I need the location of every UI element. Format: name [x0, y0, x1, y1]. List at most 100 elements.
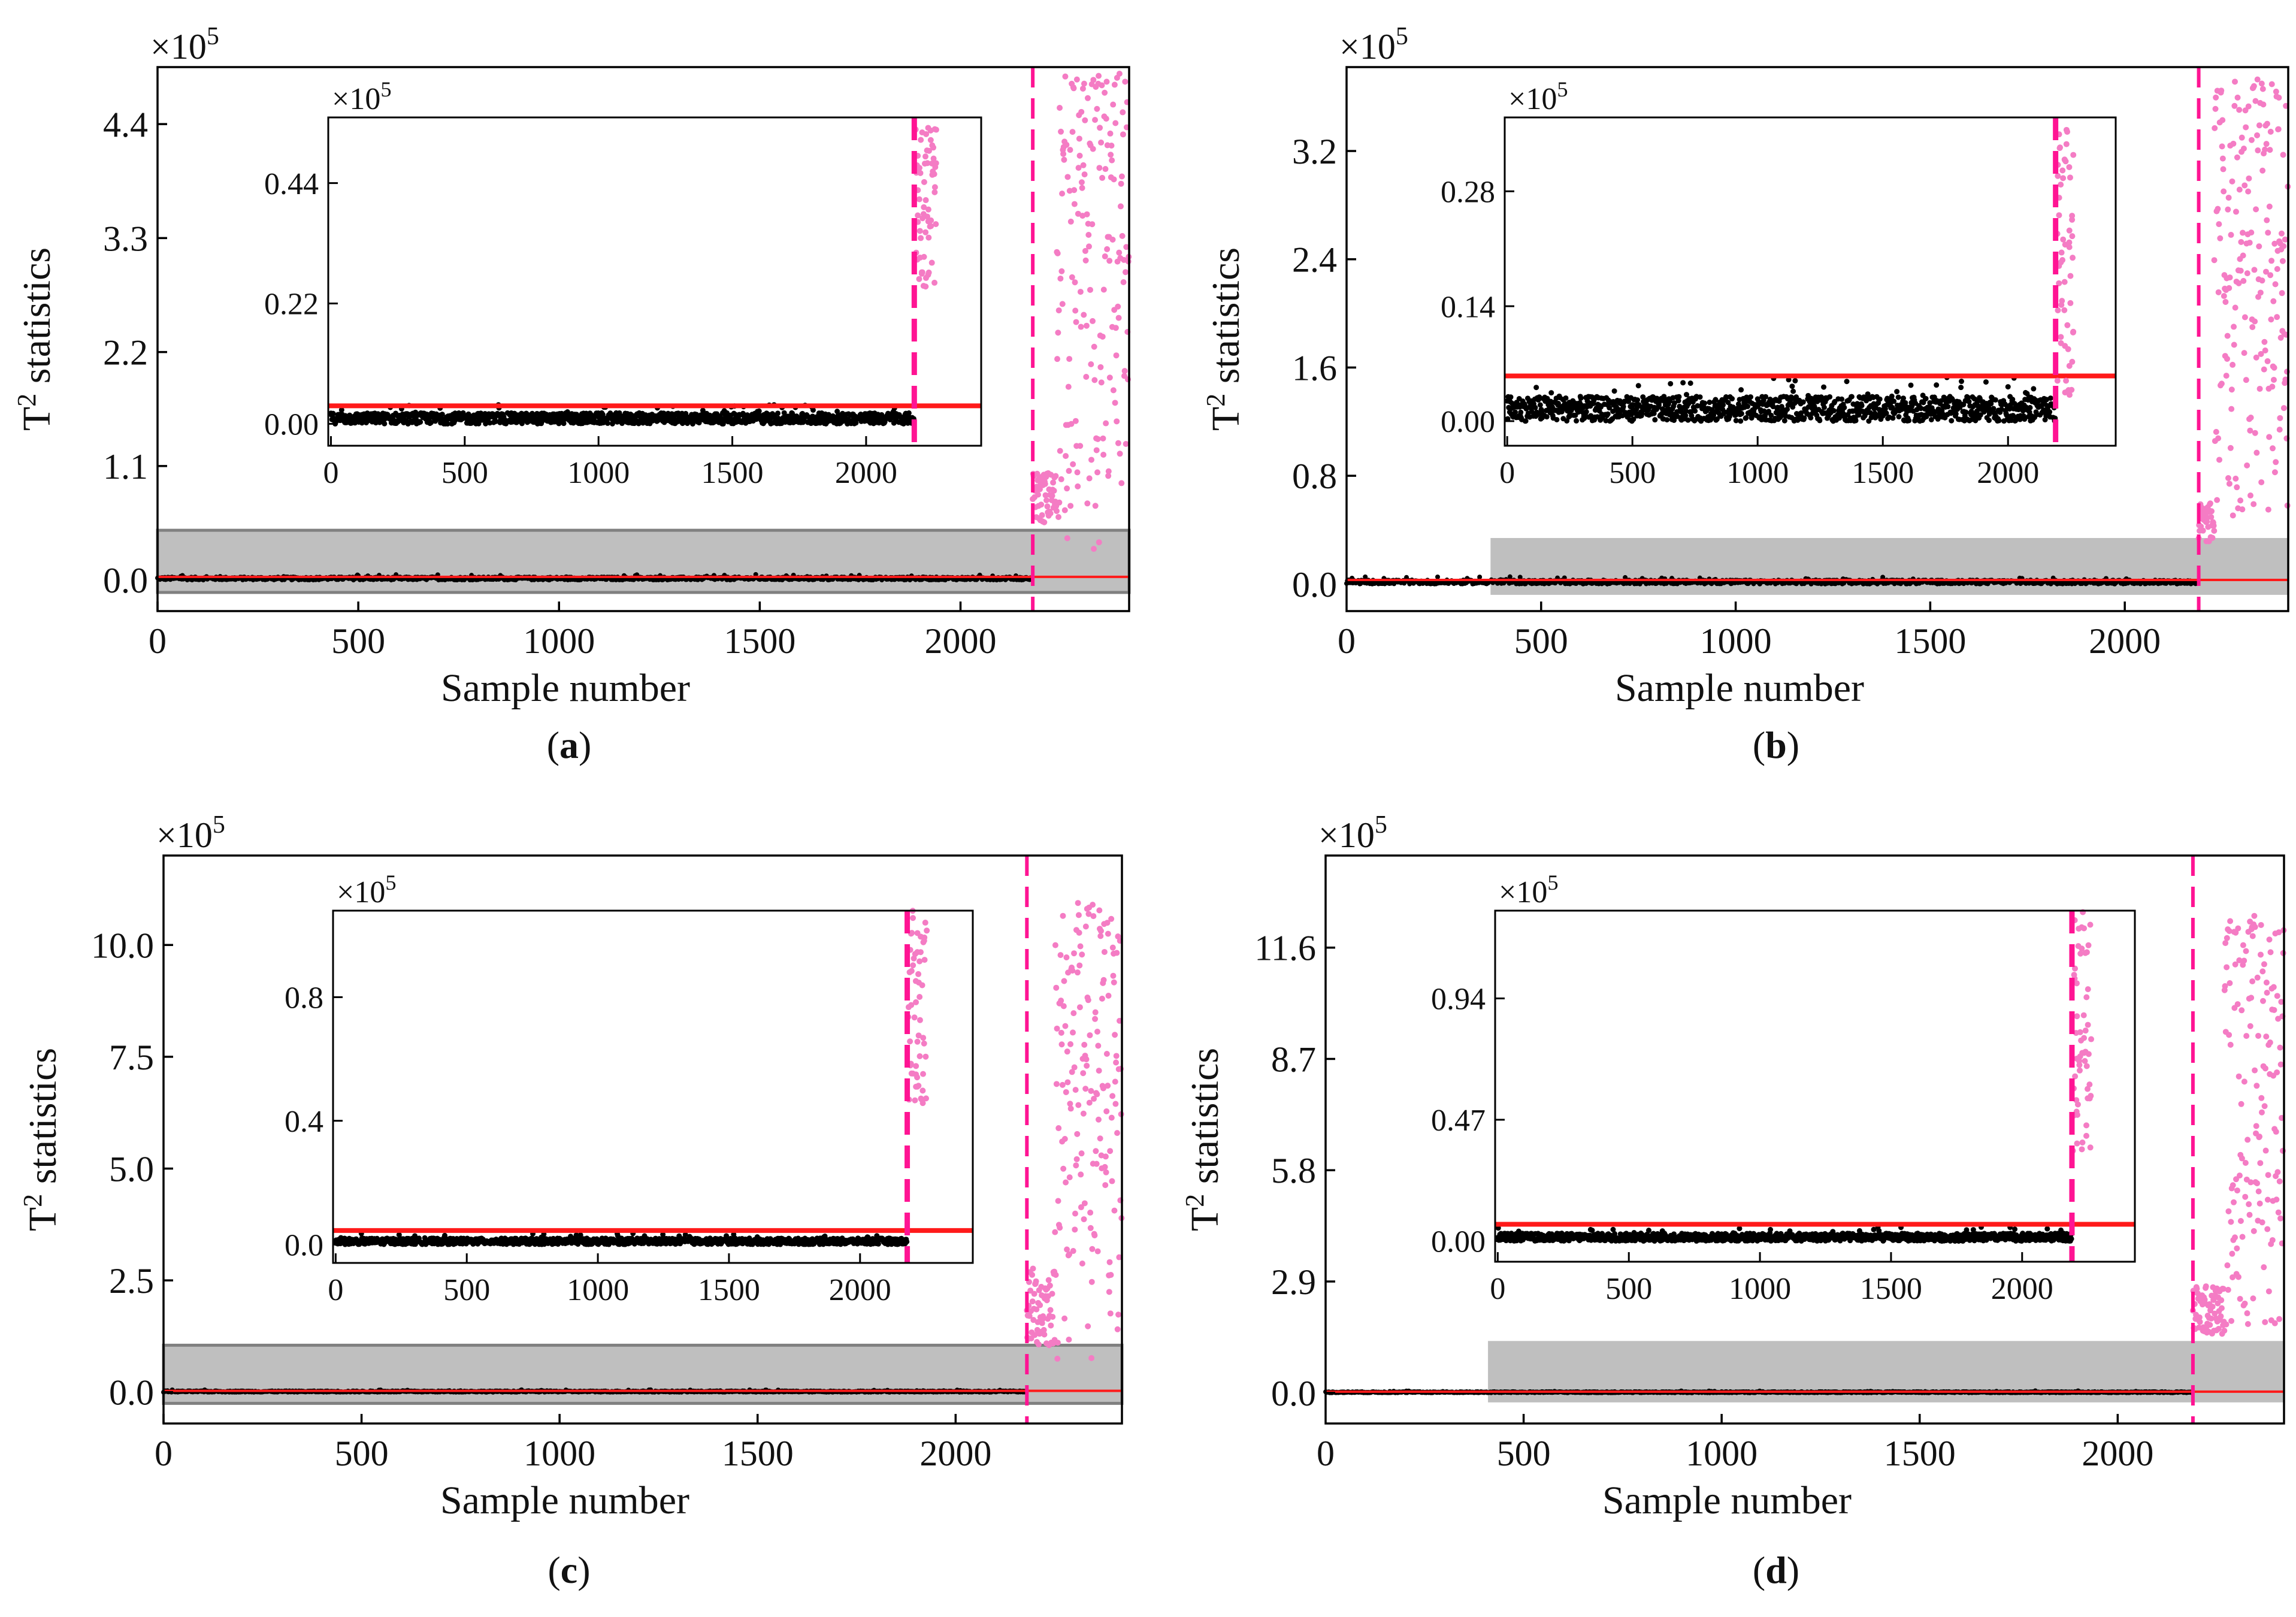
inset-normal-point — [604, 420, 610, 426]
fault-point — [2211, 257, 2218, 264]
fault-point — [1038, 501, 1045, 508]
inset-normal-point — [1996, 418, 2002, 424]
x-axis-label: Sample number — [1615, 666, 1864, 710]
fault-point — [2274, 314, 2280, 321]
fault-point — [2216, 457, 2223, 463]
inset-normal-point — [1743, 415, 1749, 421]
fault-point — [1116, 249, 1123, 256]
inset-normal-point — [1923, 395, 1929, 401]
fault-point — [1103, 420, 1109, 427]
fault-point — [2233, 208, 2239, 215]
inset-fault-point — [921, 253, 927, 260]
inset-normal-point — [1901, 395, 1907, 401]
x-tick-label: 1000 — [523, 621, 595, 661]
fault-point — [1064, 535, 1070, 542]
inset-fault-point — [916, 228, 923, 234]
fault-point — [2247, 414, 2254, 421]
fault-point — [1043, 497, 1049, 504]
fault-point — [2226, 480, 2233, 487]
fault-point — [1064, 485, 1070, 492]
fault-point — [1091, 343, 1097, 350]
x-tick-label: 2000 — [924, 621, 996, 661]
fault-point — [2220, 166, 2227, 173]
fault-point — [2251, 267, 2258, 273]
fault-point — [1076, 152, 1083, 159]
fault-point — [1109, 236, 1116, 243]
fault-point — [1104, 246, 1111, 252]
fault-point — [1102, 89, 1108, 96]
inset-fault-point — [918, 235, 924, 241]
x-tick-label: 1500 — [1894, 621, 1966, 661]
inset-fault-point — [2058, 334, 2064, 340]
inset-fault-point — [930, 144, 937, 151]
inset-fault-point — [931, 171, 937, 177]
y-axis-label: T2 statistics — [12, 247, 59, 431]
fault-point — [1057, 104, 1063, 111]
fault-point — [1058, 268, 1065, 274]
x-tick-label: 1500 — [724, 621, 795, 661]
fault-point — [1070, 461, 1076, 467]
fault-point — [2234, 154, 2240, 161]
fault-point — [1069, 129, 1076, 135]
inset-normal-point — [1554, 416, 1560, 422]
inset-normal-point — [2047, 409, 2053, 415]
fault-point — [2254, 132, 2261, 138]
inset-normal-point — [1792, 378, 1798, 384]
fault-point — [1108, 142, 1115, 149]
fault-point — [2264, 217, 2270, 223]
inset-normal-point — [1934, 382, 1940, 388]
inset-normal-point — [1890, 415, 1896, 421]
fault-point — [2224, 333, 2231, 339]
fault-point — [1062, 73, 1069, 80]
fault-point — [2232, 304, 2238, 311]
inset-fault-point — [933, 160, 939, 167]
fault-point — [1113, 352, 1120, 359]
inset-fault-point — [928, 217, 934, 223]
inset-normal-point — [1896, 414, 1902, 420]
fault-point — [1115, 440, 1121, 446]
inset-normal-point — [1789, 383, 1795, 389]
y-tick-label: 3.2 — [1292, 132, 1337, 171]
fault-point — [1070, 85, 1077, 92]
fault-point — [2261, 366, 2267, 373]
fault-point — [2243, 124, 2249, 131]
fault-point — [1090, 77, 1097, 83]
fault-point — [1073, 76, 1080, 83]
inset-fault-point — [2055, 173, 2061, 179]
fault-point — [2267, 128, 2274, 135]
inset-normal-point — [1906, 418, 1912, 424]
fault-point — [1098, 139, 1105, 146]
fault-point — [1094, 469, 1101, 476]
fault-point — [1099, 174, 1106, 181]
inset-fault-point — [922, 153, 928, 160]
inset-fault-point — [928, 259, 935, 266]
fault-point — [2279, 290, 2285, 297]
fault-point — [2257, 289, 2264, 296]
fault-point — [2241, 314, 2248, 321]
fault-point — [1115, 315, 1122, 321]
fault-point — [2223, 373, 2230, 379]
inset-normal-point — [1844, 379, 1850, 385]
fault-point — [1116, 71, 1123, 77]
inset-fault-point — [927, 137, 934, 143]
inset-normal-point — [1895, 394, 1901, 400]
inset-normal-point — [1958, 385, 1964, 391]
fault-point — [2259, 277, 2265, 284]
fault-point — [1081, 80, 1087, 87]
fault-point — [2266, 203, 2273, 210]
fault-point — [2234, 484, 2240, 491]
fault-point — [1123, 440, 1129, 447]
fault-point — [1055, 513, 1062, 520]
y-tick-label: 1.1 — [103, 447, 148, 486]
fault-point — [1059, 301, 1066, 307]
inset-normal-point — [1544, 414, 1550, 420]
normal-point — [1435, 575, 1441, 580]
fault-point — [2259, 86, 2266, 92]
inset-normal-point — [1578, 395, 1584, 401]
fault-point — [1096, 165, 1103, 171]
fault-point — [2246, 240, 2253, 246]
inset-normal-point — [1635, 383, 1641, 389]
inset-normal-point — [1652, 417, 1658, 423]
